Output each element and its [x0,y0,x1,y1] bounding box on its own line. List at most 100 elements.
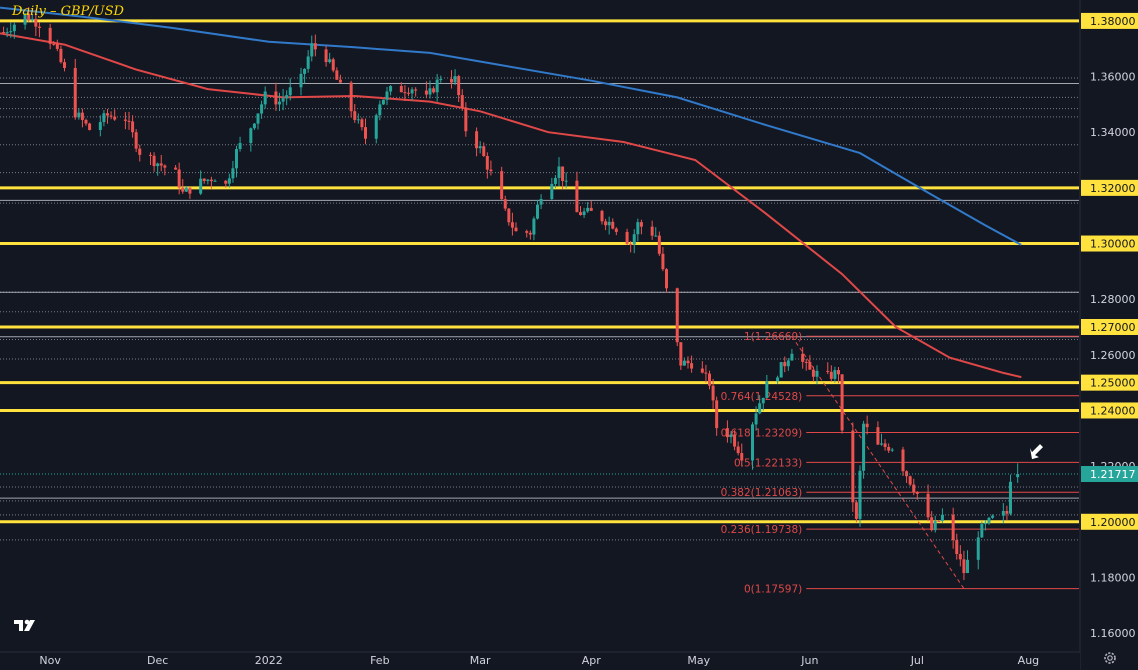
horizontal-levels [0,19,1079,541]
candle-body [686,360,690,364]
key-level-tag [1081,374,1138,391]
candle-body [614,228,618,232]
candle-body [138,148,142,155]
candle-body [758,403,762,414]
key-level-tag-label: 1.38000 [1090,15,1136,28]
candle-body [231,168,235,179]
candle-body [890,449,894,451]
fib-level-label: 0.618(1.23209) [721,427,803,439]
candle-body [510,222,514,228]
candle-body [632,234,636,245]
candle-body [704,372,708,374]
key-level-tag-label: 1.24000 [1090,404,1136,417]
candle-body [955,540,959,555]
last-price-tag [1081,466,1138,483]
key-level-tag [1081,402,1138,419]
candle-body [306,56,310,69]
candle-body [951,514,955,541]
candle-body [52,43,56,45]
time-tick-label: 2022 [255,654,283,667]
candle-body [202,178,206,181]
candle-body [48,27,52,44]
candle-body [740,453,744,461]
candle-body [84,119,88,124]
candle-body [328,59,332,63]
candle-body [174,167,178,170]
candle-body [675,288,679,343]
candle-body [854,502,858,519]
candle-body [801,353,805,362]
price-axis[interactable]: 1.160001.180001.220001.260001.280001.340… [1079,0,1138,670]
candle-body [152,155,156,167]
candle-body [464,107,468,132]
candle-body [607,221,611,226]
candle-body [356,119,360,121]
chart-title: Daily – GBP/USD [12,4,124,19]
candle-body [414,89,418,91]
fib-level-label: 0.236(1.19738) [721,524,803,536]
candle-body [324,49,328,63]
time-axis[interactable]: Nov Dec 2022 Feb Mar Apr May Jun Jul Aug [0,651,1080,670]
candle-body [378,104,382,116]
candle-body [733,434,737,447]
candle-body [288,87,292,96]
candle-body [575,180,579,213]
candle-body [1001,510,1005,516]
candle-body [776,377,780,382]
candle-body [457,76,461,96]
candle-body [30,18,34,21]
time-tick-label: May [687,654,710,667]
candle-body [460,95,464,108]
candle-body [915,491,919,494]
candle-body [55,44,59,49]
candle-body [407,92,410,94]
candle-body [586,207,590,212]
candle-body [360,119,364,128]
candle-body [966,559,969,574]
fib-level-label: 0(1.17597) [744,584,802,596]
gear-icon[interactable] [1102,650,1118,666]
candle-body [532,218,536,235]
candle-body [937,520,941,522]
annotations [0,444,1079,475]
candle-body [815,370,819,377]
candle-body [249,128,253,144]
candle-body [582,211,586,216]
candle-body [553,177,557,184]
candle-body [238,143,242,150]
candle-body [880,443,883,445]
key-level-tag [1081,235,1138,252]
candle-body [639,222,643,227]
candle-body [783,362,787,367]
candle-body [224,180,228,184]
candle-body [424,90,428,95]
candle-body [450,79,453,83]
candle-body [557,166,561,178]
candle-body [285,95,289,99]
arrow-icon [1030,444,1043,460]
key-level-tag [1081,12,1138,29]
candle-body [629,243,633,245]
candle-body [199,178,203,194]
fib-level-label: 0.5(1.22133) [734,457,802,469]
candle-body [661,253,665,270]
price-tick-label: 1.16000 [1090,627,1136,640]
candle-body [761,397,765,404]
candle-body [790,353,794,361]
candle-body [930,517,934,531]
price-tick-label: 1.26000 [1090,349,1136,362]
candle-body [829,371,833,379]
key-level-tag-label: 1.20000 [1090,516,1136,529]
candle-body [134,132,138,149]
time-tick-label: Dec [147,654,168,667]
candle-body [525,231,529,233]
key-level-tag [1081,513,1138,530]
candle-body [987,517,991,523]
candle-body [98,122,102,130]
candle-body [962,559,966,574]
key-level-tag-label: 1.32000 [1090,182,1136,195]
time-tick-label: Nov [39,654,61,667]
candle-body [256,113,260,124]
candle-body [131,121,135,133]
